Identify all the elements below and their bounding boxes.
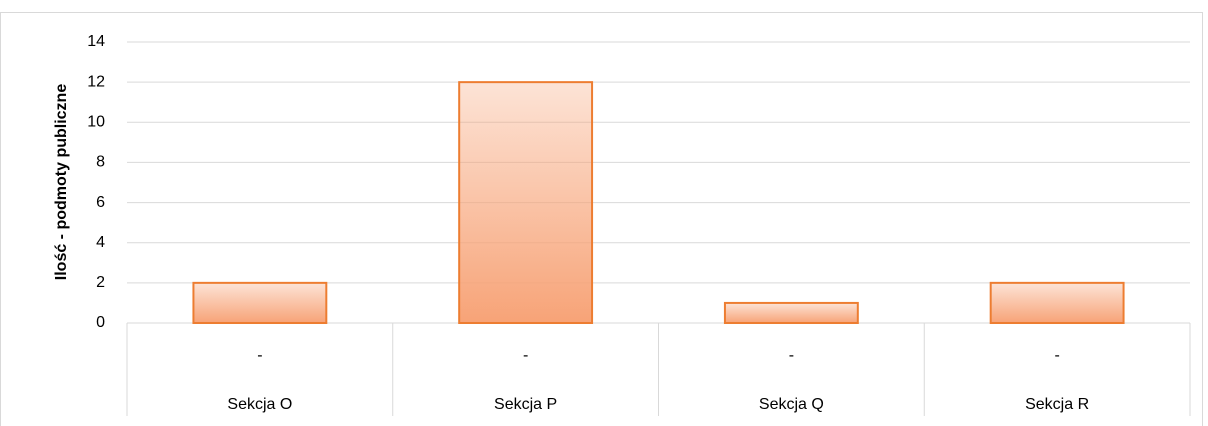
y-tick-label: 6	[96, 194, 105, 211]
x-tick-label: -	[789, 347, 794, 364]
y-tick-label: 0	[96, 314, 105, 331]
bar	[458, 81, 594, 325]
bar	[192, 281, 328, 325]
x-group-label: Sekcja R	[1025, 396, 1089, 413]
y-tick-label: 12	[87, 73, 105, 90]
x-group-label: Sekcja P	[494, 396, 557, 413]
bar	[989, 281, 1125, 325]
y-tick-label: 4	[96, 234, 105, 251]
y-tick-label: 8	[96, 154, 105, 171]
y-tick-label: 14	[87, 33, 105, 50]
x-group-label: Sekcja O	[227, 396, 292, 413]
y-axis-title: Ilość - podmoty publiczne	[53, 84, 70, 281]
bar	[723, 301, 859, 324]
x-tick-label: -	[523, 347, 528, 364]
y-tick-label: 2	[96, 274, 105, 291]
x-tick-label: -	[1054, 347, 1059, 364]
chart-border	[0, 12, 1203, 426]
x-tick-label: -	[257, 347, 262, 364]
x-group-label: Sekcja Q	[759, 396, 824, 413]
y-tick-label: 10	[87, 114, 105, 131]
